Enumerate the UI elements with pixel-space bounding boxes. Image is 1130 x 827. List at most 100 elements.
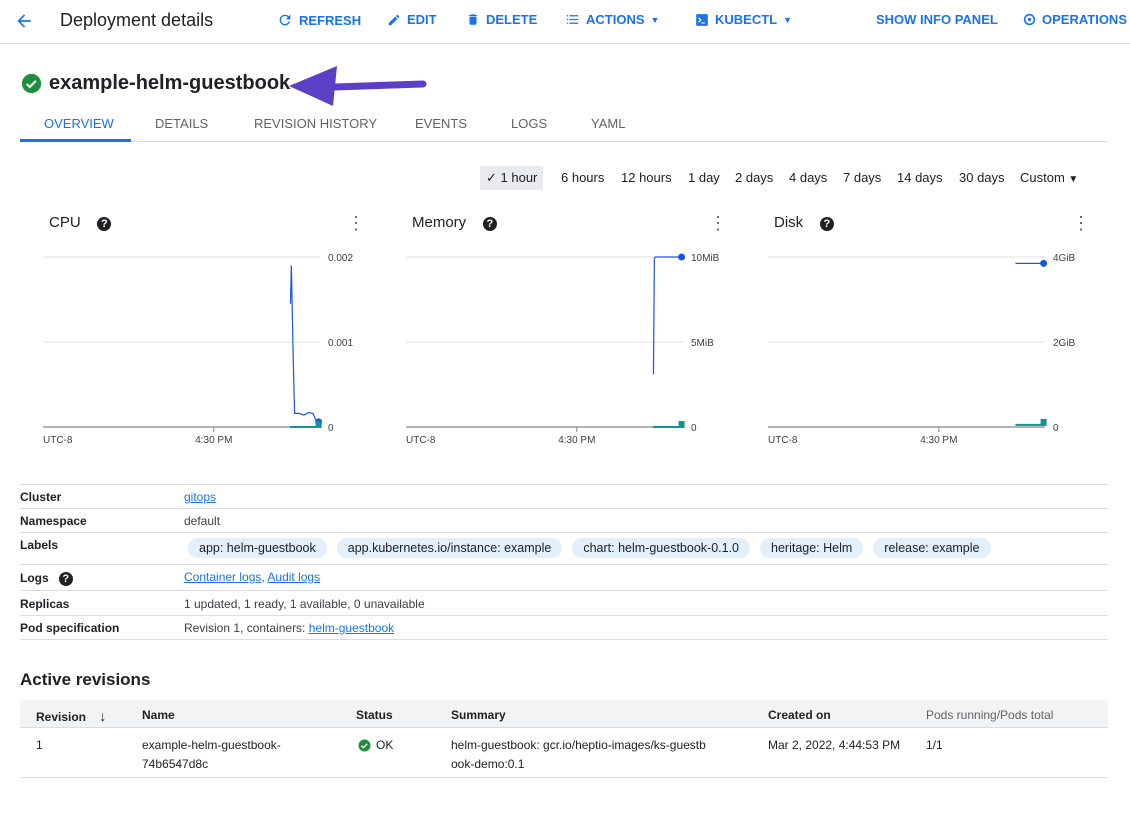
y-tick-label: 0.001 (328, 338, 353, 349)
cpu-chart-title: CPU ? (49, 214, 112, 231)
logs-links: Container logs, Audit logs (184, 570, 320, 584)
active-revisions-title: Active revisions (20, 670, 151, 689)
more-vert-icon[interactable]: ⋮ (1072, 213, 1090, 233)
chart-title-text: CPU (49, 214, 81, 231)
x-tick-label: UTC-8 (768, 435, 798, 446)
help-icon[interactable]: ? (97, 217, 112, 231)
help-icon[interactable]: ? (482, 217, 497, 231)
label-chip: release: example (873, 538, 991, 558)
refresh-label: REFRESH (299, 12, 362, 28)
info-row-labels: Labels app: helm-guestbook app.kubernetes… (20, 532, 1108, 564)
status-ok-icon (21, 73, 42, 94)
series-end-marker (678, 253, 686, 261)
container-logs-link[interactable]: Container logs (184, 570, 262, 584)
range-1-hour[interactable]: ✓ 1 hour (480, 166, 544, 190)
x-tick-label: UTC-8 (43, 435, 73, 446)
range-custom[interactable]: Custom ▼ (1014, 166, 1084, 190)
range-2-days[interactable]: 2 days (735, 170, 774, 185)
column-label: Revision (36, 710, 87, 724)
dropdown-caret-icon: ▼ (1068, 174, 1079, 185)
help-icon[interactable]: ? (58, 572, 73, 586)
info-label: Labels (20, 538, 59, 552)
label-chip: chart: helm-guestbook-0.1.0 (572, 538, 750, 558)
more-vert-icon[interactable]: ⋮ (347, 213, 365, 233)
series-end-marker (1040, 259, 1048, 267)
back-arrow-icon[interactable] (14, 11, 34, 31)
operations-button[interactable]: OPERATIONS (1023, 12, 1127, 27)
x-tick-label: UTC-8 (406, 435, 436, 446)
refresh-button[interactable]: REFRESH (277, 12, 361, 28)
created-cell: Mar 2, 2022, 4:44:53 PM (768, 738, 901, 752)
y-tick-label: 0 (1053, 423, 1059, 434)
y-tick-label: 2GiB (1053, 338, 1076, 349)
delete-button[interactable]: DELETE (466, 12, 537, 27)
y-tick-label: 5MiB (691, 338, 714, 349)
info-row-replicas: Replicas 1 updated, 1 ready, 1 available,… (20, 590, 1108, 615)
column-header-status: Status (356, 708, 393, 722)
labels-chip-list: app: helm-guestbook app.kubernetes.io/ins… (188, 538, 1001, 558)
audit-logs-link[interactable]: Audit logs (267, 570, 321, 584)
page-title: Deployment details (60, 10, 214, 30)
info-label: Logs ? (20, 571, 73, 586)
column-header-created-on: Created on (768, 708, 831, 722)
range-12-hours[interactable]: 12 hours (621, 170, 672, 185)
operations-label: OPERATIONS (1042, 12, 1127, 27)
range-7-days[interactable]: 7 days (843, 170, 882, 185)
tab-yaml[interactable]: YAML (591, 116, 626, 131)
status-ok-icon (358, 739, 371, 752)
y-tick-label: 0 (691, 423, 697, 434)
y-tick-label: 0 (328, 423, 334, 434)
range-4-days[interactable]: 4 days (789, 170, 828, 185)
list-icon (566, 15, 579, 24)
check-icon: ✓ (486, 170, 501, 185)
x-tick-label: 4:30 PM (558, 435, 595, 446)
revisions-table-header: Revision ↓ Name Status Summary Created o… (20, 700, 1108, 728)
pods-cell: 1/1 (926, 738, 943, 752)
edit-button[interactable]: EDIT (387, 12, 437, 27)
cluster-link[interactable]: gitops (184, 490, 217, 504)
dropdown-caret-icon: ▼ (783, 14, 793, 25)
revision-cell: 1 (36, 738, 43, 752)
operations-icon (1023, 13, 1036, 26)
actions-menu[interactable]: ACTIONS ▼ (565, 12, 659, 27)
range-label: Custom (1020, 170, 1065, 185)
delete-label: DELETE (486, 12, 538, 27)
top-toolbar: Deployment details REFRESH EDIT DELETE A… (0, 0, 1130, 44)
kubectl-menu[interactable]: KUBECTL ▼ (695, 12, 792, 27)
info-label: Replicas (20, 597, 70, 611)
y-tick-label: 4GiB (1053, 253, 1076, 264)
range-6-hours[interactable]: 6 hours (561, 170, 605, 185)
tab-details[interactable]: DETAILS (155, 116, 209, 131)
pencil-icon (388, 14, 400, 25)
kubectl-label: KUBECTL (715, 12, 778, 27)
container-link[interactable]: helm-guestbook (308, 621, 395, 635)
range-1-day[interactable]: 1 day (688, 170, 720, 185)
series-end-marker (678, 421, 685, 428)
range-30-days[interactable]: 30 days (959, 170, 1005, 185)
refresh-icon (279, 14, 291, 26)
info-row-logs: Logs ? Container logs, Audit logs (20, 564, 1108, 590)
series-end-marker (1040, 418, 1047, 426)
info-label: Pod specification (20, 621, 120, 635)
tab-revision-history[interactable]: REVISION HISTORY (254, 116, 378, 131)
label-chip: app: helm-guestbook (188, 538, 327, 558)
range-label: 1 hour (500, 170, 538, 185)
more-vert-icon[interactable]: ⋮ (709, 213, 727, 233)
column-header-name: Name (142, 708, 175, 722)
x-tick-label: 4:30 PM (920, 435, 957, 446)
tab-overview[interactable]: OVERVIEW (44, 116, 114, 131)
help-icon[interactable]: ? (819, 217, 834, 231)
actions-label: ACTIONS (586, 12, 645, 27)
series-end-marker (315, 421, 322, 428)
column-header-revision[interactable]: Revision ↓ (36, 708, 106, 724)
range-14-days[interactable]: 14 days (897, 170, 943, 185)
tab-events[interactable]: EVENTS (415, 116, 468, 131)
show-info-panel-button[interactable]: SHOW INFO PANEL (876, 12, 998, 27)
tab-logs[interactable]: LOGS (511, 116, 548, 131)
column-header-summary: Summary (451, 708, 506, 722)
info-row-pod-spec: Pod specification Revision 1, containers:… (20, 615, 1108, 640)
edit-label: EDIT (407, 12, 437, 27)
chart-title-text: Disk (774, 214, 804, 231)
tab-bar: OVERVIEW DETAILS REVISION HISTORY EVENTS… (20, 104, 1108, 142)
separator: , (261, 570, 265, 584)
